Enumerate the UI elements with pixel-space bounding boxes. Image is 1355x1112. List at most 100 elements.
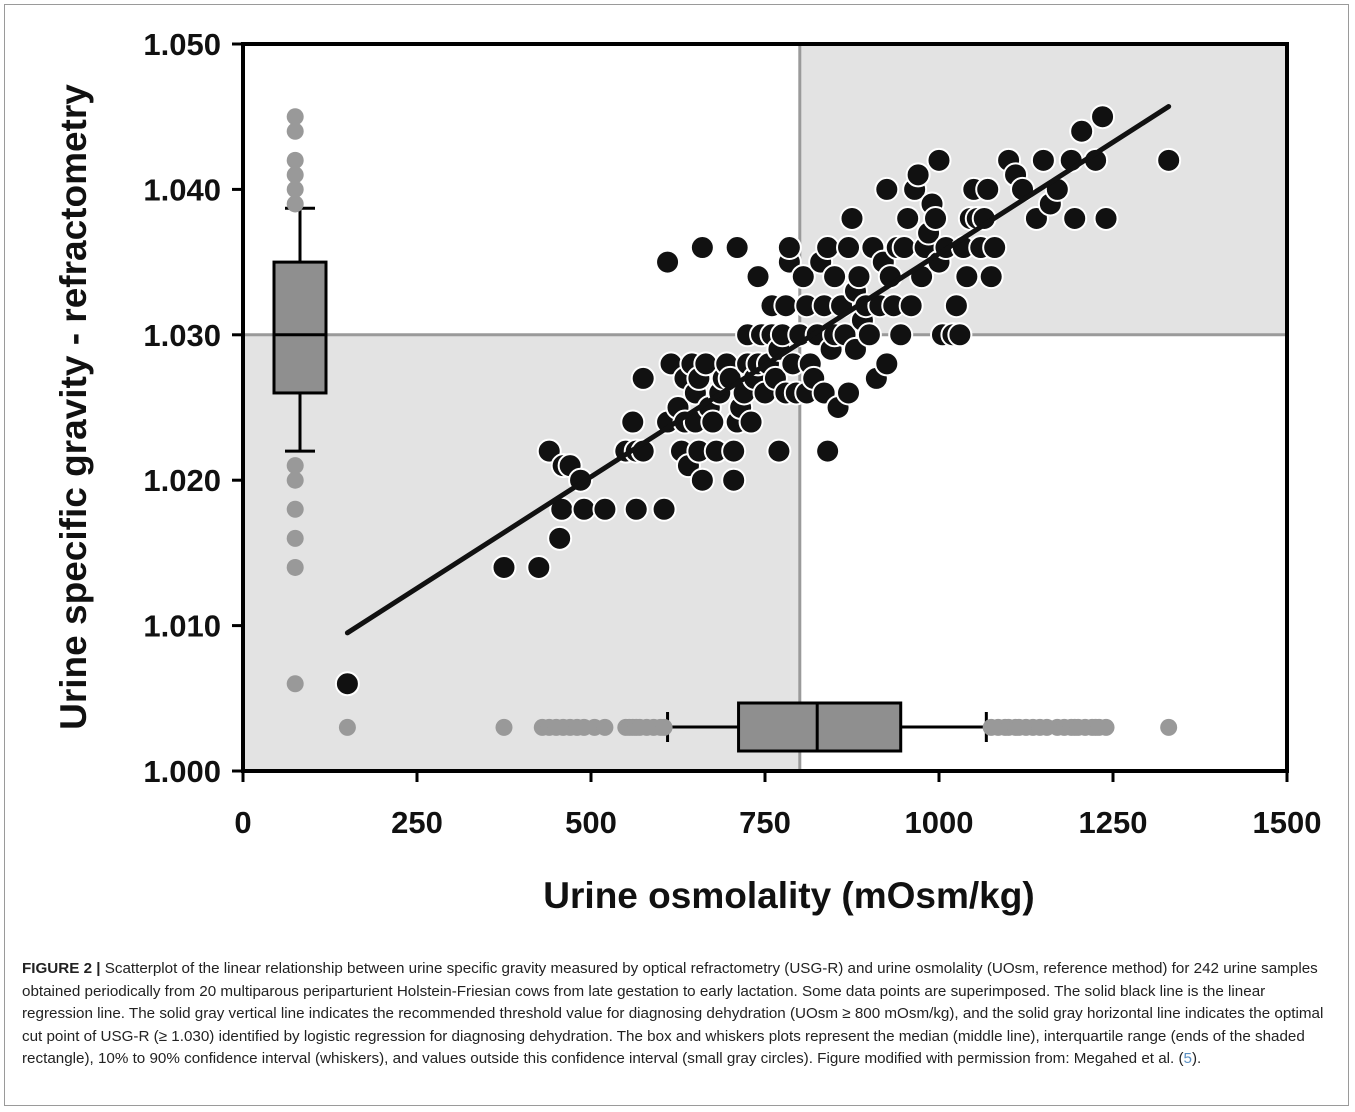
- data-point: [836, 235, 862, 261]
- data-point: [978, 264, 1004, 290]
- data-point: [620, 409, 646, 435]
- data-point: [745, 264, 771, 290]
- caption-text: Scatterplot of the linear relationship b…: [22, 960, 1324, 1067]
- data-point: [651, 496, 677, 522]
- x-boxplot-outlier: [655, 718, 673, 736]
- data-point: [1062, 205, 1088, 231]
- x-tick-label: 1250: [1079, 805, 1148, 840]
- data-point: [891, 235, 917, 261]
- data-point: [700, 409, 726, 435]
- data-point: [982, 235, 1008, 261]
- x-tick-label: 750: [739, 805, 791, 840]
- data-point: [815, 438, 841, 464]
- y-boxplot-outlier: [286, 558, 304, 576]
- data-point: [839, 205, 865, 231]
- regression-line-group: [344, 104, 1172, 636]
- data-point: [943, 293, 969, 319]
- y-boxplot: [272, 108, 328, 693]
- data-point: [721, 438, 747, 464]
- x-boxplot: [338, 701, 1178, 753]
- y-boxplot-outlier: [286, 180, 304, 198]
- y-tick-label: 1.010: [143, 609, 221, 644]
- data-point: [923, 205, 949, 231]
- y-tick-label: 1.030: [143, 318, 221, 353]
- data-point: [592, 496, 618, 522]
- x-boxplot-outlier: [1160, 718, 1178, 736]
- data-point: [547, 525, 573, 551]
- y-boxplot-outlier: [286, 166, 304, 184]
- y-boxplot-outlier: [286, 195, 304, 213]
- data-point: [947, 322, 973, 348]
- x-tick-label: 1500: [1253, 805, 1322, 840]
- data-point: [689, 235, 715, 261]
- figure-caption: FIGURE 2 | Scatterplot of the linear rel…: [22, 958, 1334, 1071]
- y-boxplot-outlier: [286, 500, 304, 518]
- y-axis-label: Urine specific gravity - refractometry: [53, 84, 94, 730]
- x-boxplot-box: [737, 701, 903, 753]
- data-point: [1156, 147, 1182, 173]
- data-point: [1030, 147, 1056, 173]
- y-boxplot-outlier: [286, 675, 304, 693]
- data-point: [874, 176, 900, 202]
- regression-line: [344, 104, 1172, 636]
- shaded-quadrants: [243, 44, 1287, 771]
- data-point: [721, 467, 747, 493]
- y-boxplot-outlier: [286, 457, 304, 475]
- x-axis-label: Urine osmolality (mOsm/kg): [543, 875, 1034, 916]
- y-boxplot-outlier: [286, 529, 304, 547]
- x-boxplot-outlier: [596, 718, 614, 736]
- x-tick-label: 0: [234, 805, 251, 840]
- x-tick-label: 250: [391, 805, 443, 840]
- caption-label: FIGURE 2 |: [22, 960, 101, 977]
- data-point: [836, 380, 862, 406]
- data-point: [334, 671, 360, 697]
- y-tick-label: 1.040: [143, 172, 221, 207]
- data-point: [630, 365, 656, 391]
- data-point: [888, 322, 914, 348]
- caption-reference-link[interactable]: 5: [1183, 1050, 1192, 1067]
- x-tick-label: 500: [565, 805, 617, 840]
- data-point: [724, 235, 750, 261]
- data-point: [1093, 205, 1119, 231]
- figure-frame: [4, 4, 1349, 1106]
- data-point: [655, 249, 681, 275]
- y-boxplot-outlier: [286, 122, 304, 140]
- x-tick-label: 1000: [905, 805, 974, 840]
- data-point: [895, 205, 921, 231]
- data-point: [898, 293, 924, 319]
- data-point: [905, 162, 931, 188]
- data-point: [1090, 104, 1116, 130]
- data-point: [822, 264, 848, 290]
- data-point: [790, 264, 816, 290]
- y-boxplot-outlier: [286, 108, 304, 126]
- data-point: [815, 235, 841, 261]
- x-boxplot-outlier: [338, 718, 356, 736]
- y-tick-label: 1.020: [143, 463, 221, 498]
- y-tick-label: 1.000: [143, 754, 221, 789]
- data-point: [1069, 118, 1095, 144]
- data-point: [954, 264, 980, 290]
- data-point: [773, 293, 799, 319]
- data-point: [975, 176, 1001, 202]
- y-boxplot-box: [272, 260, 328, 395]
- axes: 0 250 500 750 1000 1250 1500 1.000 1.010 1.020 1.0…: [143, 27, 1321, 840]
- data-point: [526, 554, 552, 580]
- x-boxplot-outlier: [1097, 718, 1115, 736]
- data-point: [571, 496, 597, 522]
- caption-text-end: ).: [1191, 1050, 1202, 1067]
- data-point: [856, 322, 882, 348]
- y-boxplot-outlier: [286, 151, 304, 169]
- data-point: [926, 147, 952, 173]
- data-point: [623, 496, 649, 522]
- data-point: [874, 351, 900, 377]
- scatter-chart: 0 250 500 750 1000 1250 1500 1.000 1.010 1.020 1.0…: [53, 27, 1321, 916]
- y-tick-label: 1.050: [143, 27, 221, 62]
- data-point: [738, 409, 764, 435]
- data-point: [491, 554, 517, 580]
- y-boxplot-outlier: [286, 471, 304, 489]
- data-point: [766, 438, 792, 464]
- data-point: [846, 264, 872, 290]
- data-point: [776, 235, 802, 261]
- data-point: [689, 467, 715, 493]
- x-boxplot-outlier: [495, 718, 513, 736]
